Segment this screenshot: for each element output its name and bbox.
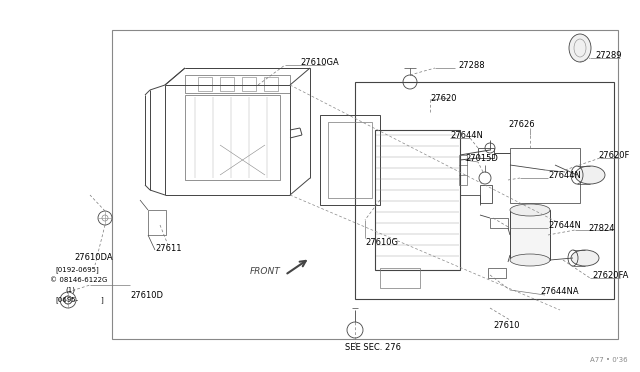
Text: 27289: 27289 bbox=[595, 51, 621, 60]
Ellipse shape bbox=[569, 34, 591, 62]
Ellipse shape bbox=[510, 204, 550, 216]
Bar bbox=[490, 218, 508, 228]
Text: FRONT: FRONT bbox=[250, 267, 281, 276]
Bar bbox=[185, 95, 280, 180]
Text: 27620: 27620 bbox=[430, 93, 456, 103]
Text: 27644N: 27644N bbox=[548, 221, 581, 230]
Bar bbox=[185, 75, 290, 93]
Bar bbox=[380, 268, 420, 288]
Bar bbox=[148, 210, 166, 235]
Bar bbox=[320, 115, 380, 205]
Text: © 08146-6122G: © 08146-6122G bbox=[50, 277, 108, 283]
Text: 27610: 27610 bbox=[493, 321, 520, 330]
Text: 27644N: 27644N bbox=[450, 131, 483, 140]
Text: 27620F: 27620F bbox=[598, 151, 629, 160]
Bar bbox=[510, 210, 550, 260]
Text: [0192-0695]: [0192-0695] bbox=[55, 267, 99, 273]
Ellipse shape bbox=[510, 254, 550, 266]
Bar bbox=[198, 77, 212, 91]
Text: 27620FA: 27620FA bbox=[592, 270, 628, 279]
Text: A77 • 0'36: A77 • 0'36 bbox=[590, 357, 628, 363]
Bar bbox=[459, 155, 467, 185]
Text: 27626: 27626 bbox=[508, 119, 534, 128]
Text: 27824: 27824 bbox=[588, 224, 614, 232]
Bar bbox=[375, 130, 460, 270]
Text: SEE SEC. 276: SEE SEC. 276 bbox=[345, 343, 401, 353]
Bar bbox=[112, 30, 618, 339]
Bar bbox=[480, 185, 492, 203]
Text: 27610GA: 27610GA bbox=[300, 58, 339, 67]
Text: (1): (1) bbox=[65, 287, 75, 293]
Bar bbox=[510, 148, 580, 203]
Bar bbox=[488, 268, 506, 278]
Text: 27611: 27611 bbox=[155, 244, 182, 253]
Text: 27610G: 27610G bbox=[365, 237, 398, 247]
Text: 27288: 27288 bbox=[458, 61, 484, 70]
Bar bbox=[220, 77, 234, 91]
Text: 27610D: 27610D bbox=[130, 291, 163, 299]
Bar bbox=[328, 122, 372, 198]
Bar bbox=[242, 77, 256, 91]
Text: 27610DA: 27610DA bbox=[74, 253, 113, 263]
Bar bbox=[478, 148, 494, 158]
Text: 27015D: 27015D bbox=[465, 154, 498, 163]
Bar bbox=[264, 77, 278, 91]
Text: 27644NA: 27644NA bbox=[540, 288, 579, 296]
Text: [0695-: [0695- bbox=[55, 296, 78, 304]
Text: 27644N: 27644N bbox=[548, 170, 581, 180]
Bar bbox=[355, 82, 614, 299]
Ellipse shape bbox=[575, 166, 605, 184]
Ellipse shape bbox=[571, 250, 599, 266]
Text: ]: ] bbox=[100, 296, 103, 304]
